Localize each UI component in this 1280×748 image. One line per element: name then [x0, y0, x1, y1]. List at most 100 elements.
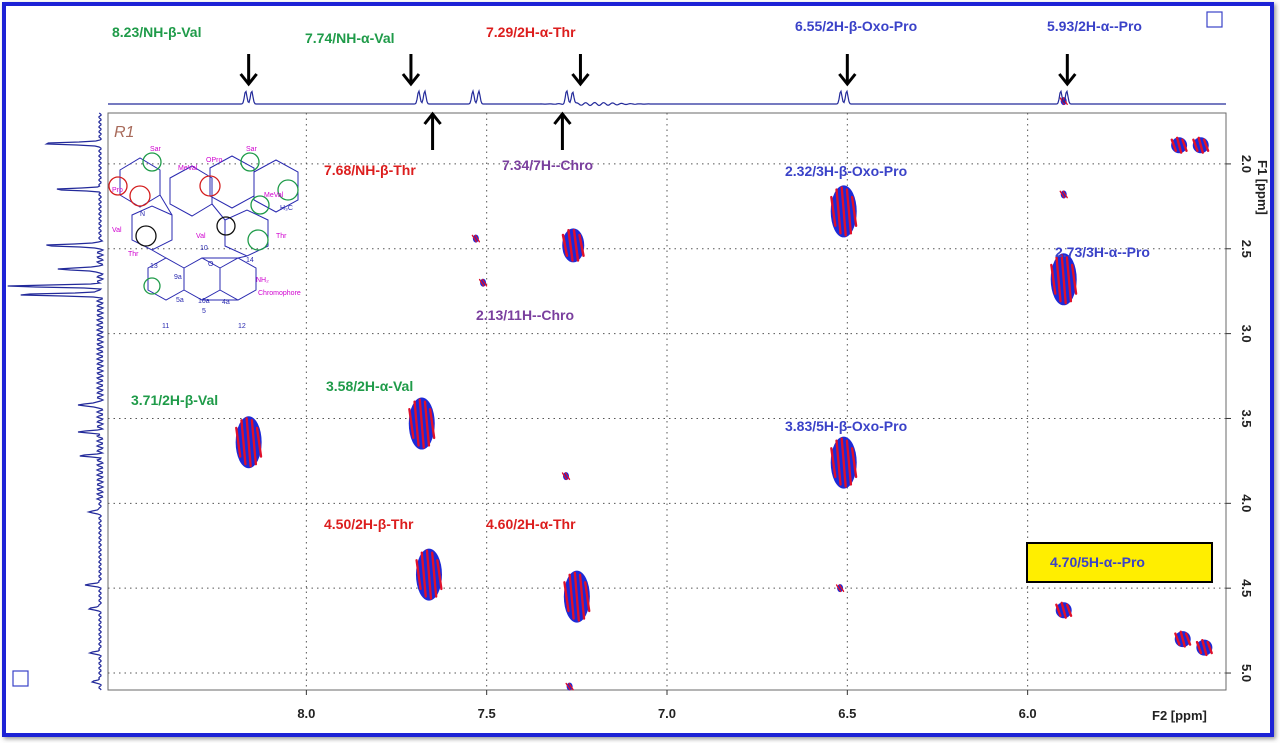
peak-annotation-label: 2.32/3H-β-Oxo-Pro	[785, 163, 907, 179]
peak-contour-positive	[1179, 630, 1186, 648]
x-tick-label: 7.0	[658, 706, 676, 721]
arrow-head	[553, 111, 572, 125]
peak-annotation-label: 7.34/7H--Chro	[502, 157, 593, 173]
top-projection-trace	[108, 88, 1226, 107]
peak-contour-positive	[850, 447, 858, 479]
y-axis-ticks: 2.0 2.5 3.0 3.5 4.0 4.5 5.0	[1226, 155, 1254, 682]
x-tick-label: 6.0	[1019, 706, 1037, 721]
peak-contour-positive	[1201, 639, 1208, 657]
peak-annotation-label: 2.13/11H--Chro	[476, 307, 574, 323]
structure-label: Pro	[112, 187, 123, 194]
corner-marker-top	[1206, 11, 1223, 28]
arrow-head	[423, 111, 442, 125]
peak-contour-positive	[1202, 138, 1210, 152]
annotation-arrow	[553, 111, 572, 150]
x-axis-label: F2 [ppm]	[1152, 708, 1207, 723]
peak-contour-positive	[418, 398, 425, 449]
peak-contour-positive	[1195, 640, 1203, 655]
structure-labels: Sar MeVal OPro Sar MeVal Pro Val Val Thr Thr NH₂ Ch…	[112, 146, 301, 330]
annotation-arrow	[571, 54, 590, 87]
peak-contour-positive	[578, 233, 585, 257]
peak-contour-positive	[1065, 256, 1073, 303]
peak-contour-positive	[240, 419, 247, 466]
peak-annotation-label: 7.68/NH-β-Thr	[324, 162, 416, 178]
annotation-arrow	[401, 54, 421, 87]
y-tick-label: 3.0	[1239, 325, 1254, 343]
structure-label: Sar	[150, 146, 162, 153]
peak-annotation-label: 7.74/NH-α-Val	[305, 30, 395, 46]
peak-annotation-label: 3.58/2H-α-Val	[326, 378, 413, 394]
structure-label: 5	[202, 308, 206, 315]
peak-annotation-label: 5.93/2H-α--Pro	[1047, 18, 1142, 34]
peak-contour-positive	[255, 426, 263, 458]
peak-contour-positive	[835, 584, 842, 593]
structure-label: MeVal	[264, 192, 284, 199]
peak-contour-positive	[1062, 190, 1068, 199]
structure-label: Val	[196, 233, 206, 240]
peak-contour-positive	[838, 584, 845, 593]
peaks-layer	[235, 97, 1213, 691]
structure-label: 10a	[198, 298, 210, 305]
peak-contour-positive	[1170, 138, 1177, 152]
arrow-head	[838, 73, 857, 87]
peak-contour-positive	[565, 682, 571, 691]
panel-label: R1	[114, 124, 134, 141]
peak-contour-positive	[1184, 632, 1192, 646]
annotation-arrow	[1058, 54, 1077, 87]
arrow-head	[401, 73, 421, 87]
peak	[1055, 601, 1073, 619]
peak-contour-negative	[837, 584, 844, 593]
peak-contour-positive	[1059, 97, 1065, 105]
structure-label: 13	[150, 263, 158, 270]
peak	[830, 185, 858, 238]
annotation-arrow	[838, 54, 857, 87]
peak-contour-positive	[1181, 138, 1188, 152]
x-tick-label: 8.0	[297, 706, 315, 721]
peak	[408, 397, 436, 450]
structure-label: Sar	[246, 146, 258, 153]
structure-label: O	[208, 261, 214, 268]
peak-contour-positive	[564, 472, 571, 481]
structure-label: H₃C	[280, 205, 293, 212]
peak-contour-positive	[1060, 254, 1067, 305]
peak-contour-positive	[1059, 190, 1065, 199]
peak-contour-positive	[845, 188, 853, 235]
peak	[235, 416, 263, 469]
arrow-head	[571, 73, 590, 87]
peak-contour-positive	[1197, 136, 1204, 154]
x-axis-ticks: 8.0 7.5 7.0 6.5 6.0	[297, 690, 1037, 721]
peak-contour-positive	[845, 439, 853, 486]
structure-label: Thr	[128, 251, 139, 258]
peak-contour-positive	[1055, 603, 1062, 617]
peak	[1195, 639, 1213, 657]
arrow-head	[1058, 73, 1077, 87]
x-tick-label: 6.5	[838, 706, 856, 721]
peak-contour-positive	[835, 439, 842, 486]
peak-contour-positive	[478, 278, 485, 287]
structure-label: N	[140, 211, 145, 218]
y-axis-label: F1 [ppm]	[1255, 160, 1270, 215]
peak-contour-positive	[415, 559, 422, 591]
peak-annotation-label: 7.29/2H-α-Thr	[486, 24, 576, 40]
x-tick-label: 7.5	[478, 706, 496, 721]
peak-contour-negative	[563, 472, 570, 481]
structure-highlight-circles	[108, 152, 299, 295]
annotation-arrow	[239, 54, 258, 87]
peak-contour-positive	[1192, 138, 1199, 152]
peak	[830, 436, 858, 489]
peak-contour-positive	[420, 551, 427, 598]
peak-contour-positive	[567, 228, 574, 262]
peak-contour-positive	[563, 581, 570, 613]
structure-label: MeVal	[178, 165, 198, 172]
peak	[561, 472, 571, 481]
peak-contour-positive	[573, 571, 581, 622]
peak-contour-positive	[840, 437, 847, 488]
peak-contour-positive	[561, 233, 569, 257]
structure-label: 4a	[222, 299, 230, 306]
peak-annotation-label: 4.50/2H-β-Thr	[324, 516, 414, 532]
peak-contour-positive	[1174, 632, 1181, 646]
peak-contour-positive	[1065, 603, 1073, 617]
peak-contour-negative	[1060, 190, 1067, 199]
peak-contour-positive	[850, 195, 858, 227]
